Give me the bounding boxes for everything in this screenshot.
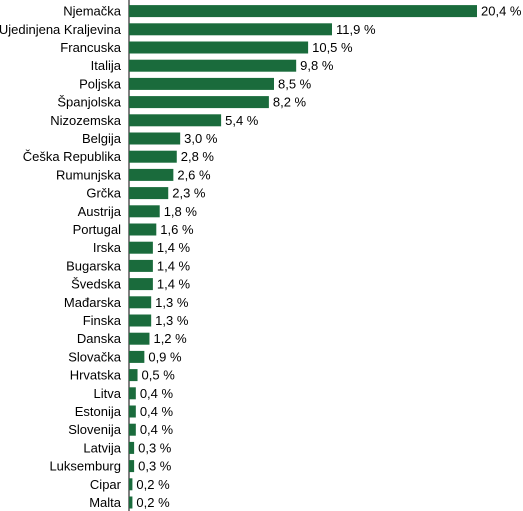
bar-0: [129, 5, 477, 18]
value-label: 1,6 %: [160, 222, 194, 237]
category-label: Švedska: [71, 277, 122, 292]
value-label: 11,9 %: [336, 22, 376, 37]
bar-26: [129, 478, 133, 491]
bar-11: [129, 205, 160, 218]
category-label: Finska: [83, 313, 122, 328]
category-label: Slovačka: [68, 349, 122, 364]
bar-21: [129, 387, 136, 400]
category-label: Luksemburg: [49, 459, 121, 474]
bar-23: [129, 423, 136, 436]
value-label: 0,5 %: [142, 368, 176, 383]
value-labels-group: 20,4 % 11,9 % 10,5 % 9,8 % 8,5 % 8,2 % 5,4 % 3,…: [136, 4, 522, 510]
value-label: 20,4 %: [481, 4, 522, 19]
bar-7: [129, 132, 181, 145]
bar-6: [129, 114, 222, 127]
bar-22: [129, 405, 136, 418]
category-label: Belgija: [82, 131, 122, 146]
bar-19: [129, 350, 145, 363]
value-label: 1,3 %: [155, 295, 189, 310]
bar-15: [129, 278, 153, 291]
value-label: 1,3 %: [155, 313, 189, 328]
value-label: 0,4 %: [140, 404, 174, 419]
category-label: Litva: [94, 386, 122, 401]
value-label: 2,6 %: [177, 167, 211, 182]
value-label: 8,5 %: [278, 76, 312, 91]
category-label: Njemačka: [63, 4, 122, 19]
value-label: 1,4 %: [157, 258, 191, 273]
category-label: Portugal: [73, 222, 122, 237]
category-label: Estonija: [75, 404, 122, 419]
category-label: Nizozemska: [50, 113, 122, 128]
value-label: 0,9 %: [148, 349, 182, 364]
category-label: Poljska: [79, 76, 122, 91]
value-label: 0,4 %: [140, 386, 174, 401]
value-label: 1,4 %: [157, 240, 191, 255]
bar-27: [129, 496, 133, 509]
category-label: Mađarska: [64, 295, 122, 310]
bar-18: [129, 332, 150, 345]
bar-8: [129, 150, 177, 163]
value-label: 3,0 %: [184, 131, 218, 146]
value-label: 0,2 %: [136, 477, 170, 492]
bar-20: [129, 369, 138, 382]
bar-17: [129, 314, 152, 327]
value-label: 1,8 %: [164, 204, 198, 219]
value-label: 8,2 %: [273, 95, 307, 110]
value-label: 1,2 %: [153, 331, 187, 346]
category-label: Danska: [77, 331, 122, 346]
category-label: Grčka: [86, 186, 121, 201]
category-label: Irska: [93, 240, 122, 255]
category-label: Španjolska: [57, 95, 121, 110]
value-label: 5,4 %: [225, 113, 259, 128]
value-label: 2,8 %: [181, 149, 215, 164]
bar-3: [129, 59, 297, 72]
category-label: Ujedinjena Kraljevina: [0, 22, 122, 37]
bar-4: [129, 77, 274, 90]
bar-13: [129, 241, 153, 254]
category-label: Cipar: [90, 477, 122, 492]
category-label: Austrija: [78, 204, 122, 219]
category-label: Rumunjska: [56, 167, 122, 182]
category-label: Slovenija: [68, 422, 122, 437]
category-label: Malta: [89, 495, 122, 510]
bar-2: [129, 41, 309, 54]
bar-16: [129, 296, 152, 309]
bar-1: [129, 23, 332, 36]
category-label: Latvija: [83, 440, 121, 455]
category-label: Češka Republika: [23, 149, 122, 164]
bar-14: [129, 259, 153, 272]
category-label: Bugarska: [66, 258, 122, 273]
value-label: 0,3 %: [138, 459, 172, 474]
value-label: 0,2 %: [136, 495, 170, 510]
bar-10: [129, 187, 169, 200]
category-label: Hrvatska: [70, 368, 122, 383]
bar-24: [129, 441, 135, 454]
value-label: 0,4 %: [140, 422, 174, 437]
value-label: 9,8 %: [300, 58, 334, 73]
bar-25: [129, 460, 135, 473]
bar-12: [129, 223, 157, 236]
value-label: 2,3 %: [172, 186, 206, 201]
value-label: 1,4 %: [157, 277, 191, 292]
value-label: 10,5 %: [312, 40, 353, 55]
category-labels-group: Njemačka Ujedinjena Kraljevina Francuska It…: [0, 4, 122, 510]
category-label: Italija: [91, 58, 122, 73]
category-label: Francuska: [60, 40, 121, 55]
bar-9: [129, 168, 174, 181]
bar-5: [129, 96, 269, 109]
value-label: 0,3 %: [138, 440, 172, 455]
bars-group: [129, 5, 477, 509]
